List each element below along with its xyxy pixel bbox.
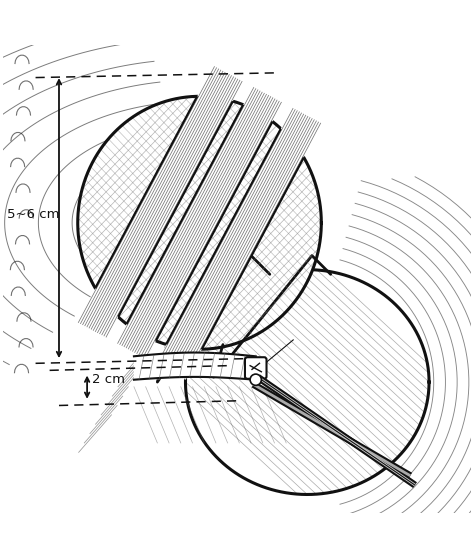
Polygon shape	[156, 108, 322, 380]
Polygon shape	[185, 270, 429, 494]
Polygon shape	[77, 66, 243, 338]
Polygon shape	[78, 97, 321, 349]
FancyBboxPatch shape	[245, 357, 266, 379]
Polygon shape	[117, 86, 283, 359]
Text: 2 cm: 2 cm	[92, 373, 125, 386]
Circle shape	[250, 374, 261, 386]
Text: 5~6 cm: 5~6 cm	[8, 208, 60, 221]
